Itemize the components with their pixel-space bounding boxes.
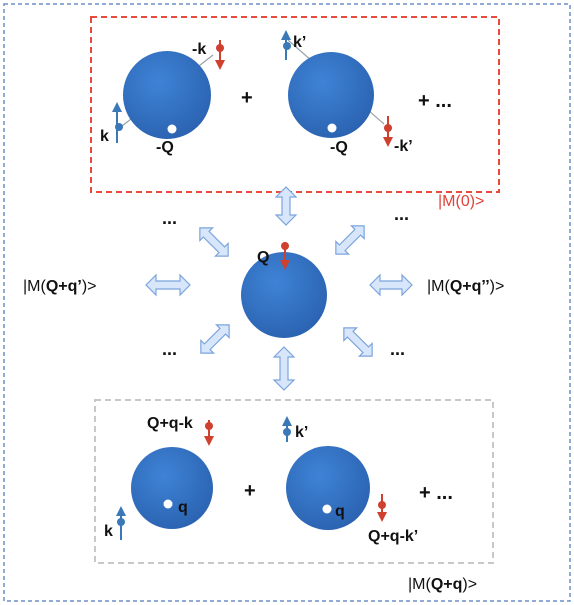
continuation-ellipsis: + ... (418, 90, 452, 112)
spin-up-label: k (104, 523, 113, 540)
double-arrow-up (274, 186, 298, 226)
spin-down-arrow (280, 242, 290, 270)
plus-sign: + (241, 87, 253, 109)
spin-down-arrow (377, 494, 387, 522)
pair-sphere (123, 51, 211, 139)
hole-label: -Q (330, 139, 348, 156)
spin-up-arrow (116, 506, 126, 540)
spin-up-label: k’ (293, 34, 306, 51)
state-label-mq: |M(Q+q)> (408, 576, 477, 593)
spin-up-arrow (281, 30, 291, 60)
ellipsis-top-left: ... (162, 208, 177, 228)
hole-dot (163, 499, 173, 509)
hole-dot (322, 504, 332, 514)
continuation-ellipsis: + ... (419, 482, 453, 504)
double-arrow-lower-left (200, 324, 230, 354)
ellipsis-bottom-left: ... (162, 339, 177, 359)
spin-down-label: Q+q-k’ (368, 528, 418, 545)
double-arrow-down (272, 346, 296, 391)
spin-down-label: Q+q-k (147, 415, 193, 432)
plus-sign: + (244, 480, 256, 502)
ellipsis-bottom-right: ... (390, 339, 405, 359)
double-arrow-upper-left (199, 227, 229, 257)
center-momentum-label: Q (257, 249, 269, 266)
spin-down-arrow (215, 40, 225, 70)
hole-label: q (178, 499, 188, 516)
spin-down-arrow (204, 420, 214, 446)
spin-up-arrow (282, 416, 292, 442)
state-label-right: |M(Q+q’’)> (427, 278, 504, 295)
pair-sphere (288, 52, 374, 138)
spin-up-arrow (112, 102, 123, 143)
spin-up-label: k (100, 128, 109, 145)
hole-label: -Q (156, 139, 174, 156)
state-label-left: |M(Q+q’)> (23, 278, 97, 295)
double-arrow-upper-right (335, 225, 365, 255)
hole-label: q (335, 503, 345, 520)
bottom-state-box (94, 399, 494, 564)
spin-down-label: -k (192, 41, 206, 58)
hole-dot (167, 124, 177, 134)
hole-dot (327, 123, 337, 133)
double-arrow-right (369, 273, 413, 297)
spin-up-label: k’ (295, 424, 308, 441)
ellipsis-top-right: ... (394, 204, 409, 224)
double-arrow-lower-right (343, 327, 373, 357)
outer-frame (3, 3, 571, 602)
top-state-box (90, 16, 500, 193)
spin-down-label: -k’ (394, 138, 413, 155)
pair-sphere (286, 446, 370, 530)
spin-down-arrow (383, 116, 393, 147)
center-sphere (241, 252, 327, 338)
state-label-m0: |M(0)> (438, 193, 484, 210)
pair-sphere (131, 447, 213, 529)
double-arrow-left (145, 273, 191, 297)
